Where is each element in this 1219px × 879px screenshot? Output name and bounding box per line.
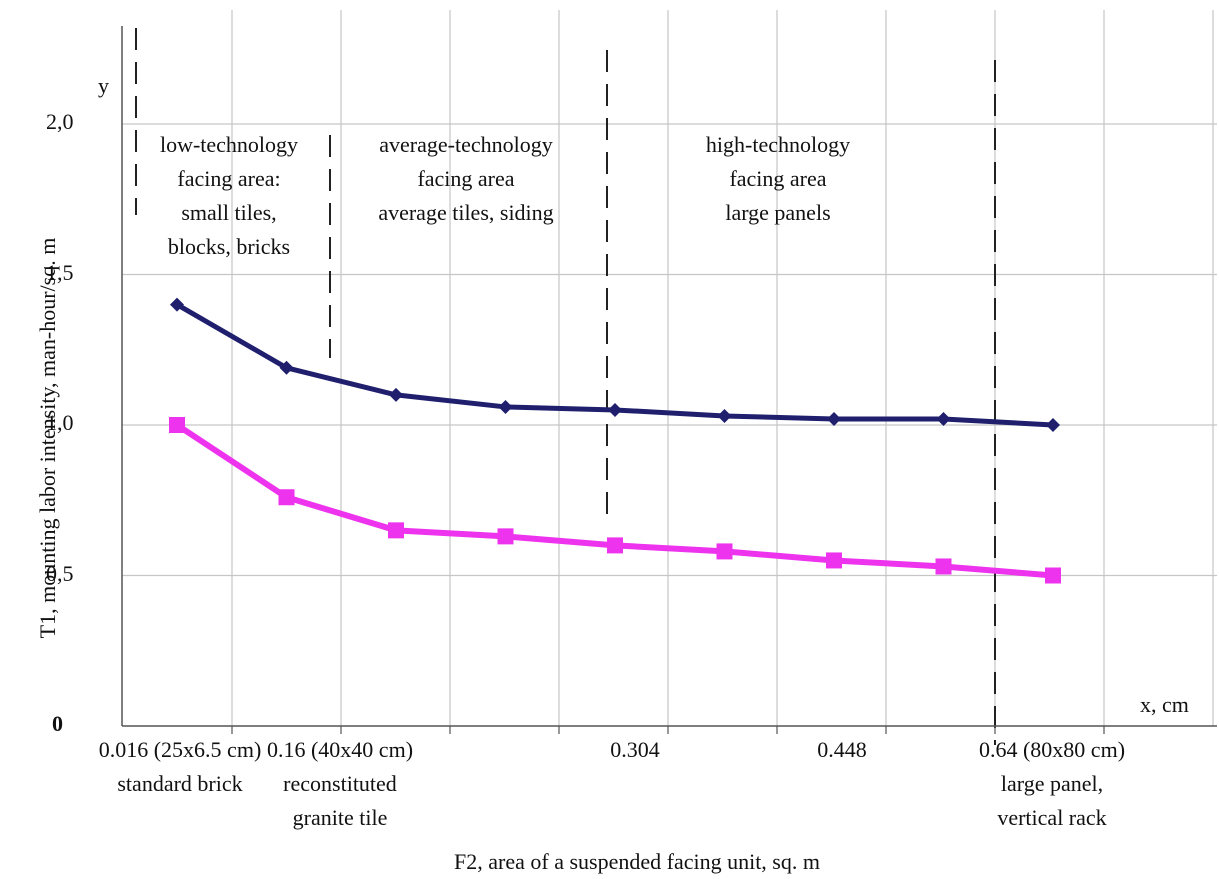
series-1-point — [389, 387, 403, 402]
series-2-point — [716, 543, 733, 560]
x-tick-value: 0.448 — [817, 737, 867, 762]
series-1-point — [608, 402, 622, 417]
x-tick-description: reconstituted — [283, 771, 397, 796]
zone-annotation-line: facing area — [417, 166, 515, 191]
x-axis-name: x, cm — [1140, 692, 1189, 717]
x-tick-value: 0.64 (80x80 cm) — [978, 737, 1126, 762]
x-tick-value: 0.016 (25x6.5 cm) — [98, 737, 262, 762]
series — [169, 297, 1061, 584]
series-1-point — [1046, 418, 1060, 432]
x-tick-label: 0.64 (80x80 cm) large panel, vertical rack — [979, 733, 1125, 835]
x-tick-value: 0.304 — [610, 737, 660, 762]
x-tick-description: granite tile — [292, 805, 388, 830]
series-2-point — [826, 552, 842, 569]
zone-annotation-line: average-technology — [379, 132, 553, 157]
zone-annotation-line: high-technology — [705, 132, 851, 157]
y-axis-name: y — [98, 73, 109, 98]
series-1-point — [936, 411, 951, 426]
x-tick-description: vertical rack — [997, 805, 1107, 830]
zone-dividers — [135, 28, 996, 745]
y-tick-label: 1,5 — [46, 259, 74, 285]
y-tick-label: 2,0 — [46, 109, 74, 134]
y-tick-label: 0,5 — [46, 560, 74, 586]
x-tick-label: 0.448 — [817, 733, 867, 767]
zone-annotation: high-technology facing area large panels — [706, 128, 850, 230]
x-tick-label: 0.304 — [610, 733, 660, 767]
series-1-point — [170, 297, 184, 312]
series-1-point — [827, 411, 841, 426]
series-2-point — [388, 522, 404, 539]
y-tick-label: 1,0 — [46, 410, 74, 435]
series-2-point — [169, 417, 185, 433]
zone-annotation-line: facing area — [729, 166, 827, 191]
x-tick-description: standard brick — [117, 771, 243, 796]
x-tick-label: 0.016 (25x6.5 cm) standard brick — [99, 733, 262, 801]
series-2-point — [935, 558, 952, 575]
series-1-point — [279, 360, 294, 375]
x-tick-label: 0.16 (40x40 cm) reconstituted granite tile — [267, 733, 413, 835]
y-tick-label: 0 — [52, 711, 63, 736]
series-1-point — [498, 399, 513, 414]
axes — [121, 26, 1217, 734]
zone-annotation-line: low-technology — [159, 132, 299, 157]
series-2-point — [607, 537, 623, 554]
zone-annotation-line: average tiles, siding — [378, 200, 554, 225]
series-2-point — [278, 489, 295, 506]
series-1-point — [717, 408, 732, 423]
x-tick-description: large panel, — [1000, 771, 1104, 796]
zone-annotation-line: blocks, bricks — [167, 234, 291, 259]
series-2-point — [1045, 567, 1061, 584]
x-tick-value: 0.16 (40x40 cm) — [266, 737, 414, 762]
zone-annotation: low-technology facing area: small tiles, bl… — [160, 128, 298, 264]
zone-annotation-line: facing area: — [177, 166, 281, 191]
zone-annotation-line: large panels — [725, 200, 831, 225]
series-2-point — [497, 528, 514, 545]
zone-annotation: average-technology facing area average til… — [378, 128, 553, 230]
x-axis-title: F2, area of a suspended facing unit, sq.… — [454, 849, 820, 874]
zone-annotation-line: small tiles, — [181, 200, 277, 225]
